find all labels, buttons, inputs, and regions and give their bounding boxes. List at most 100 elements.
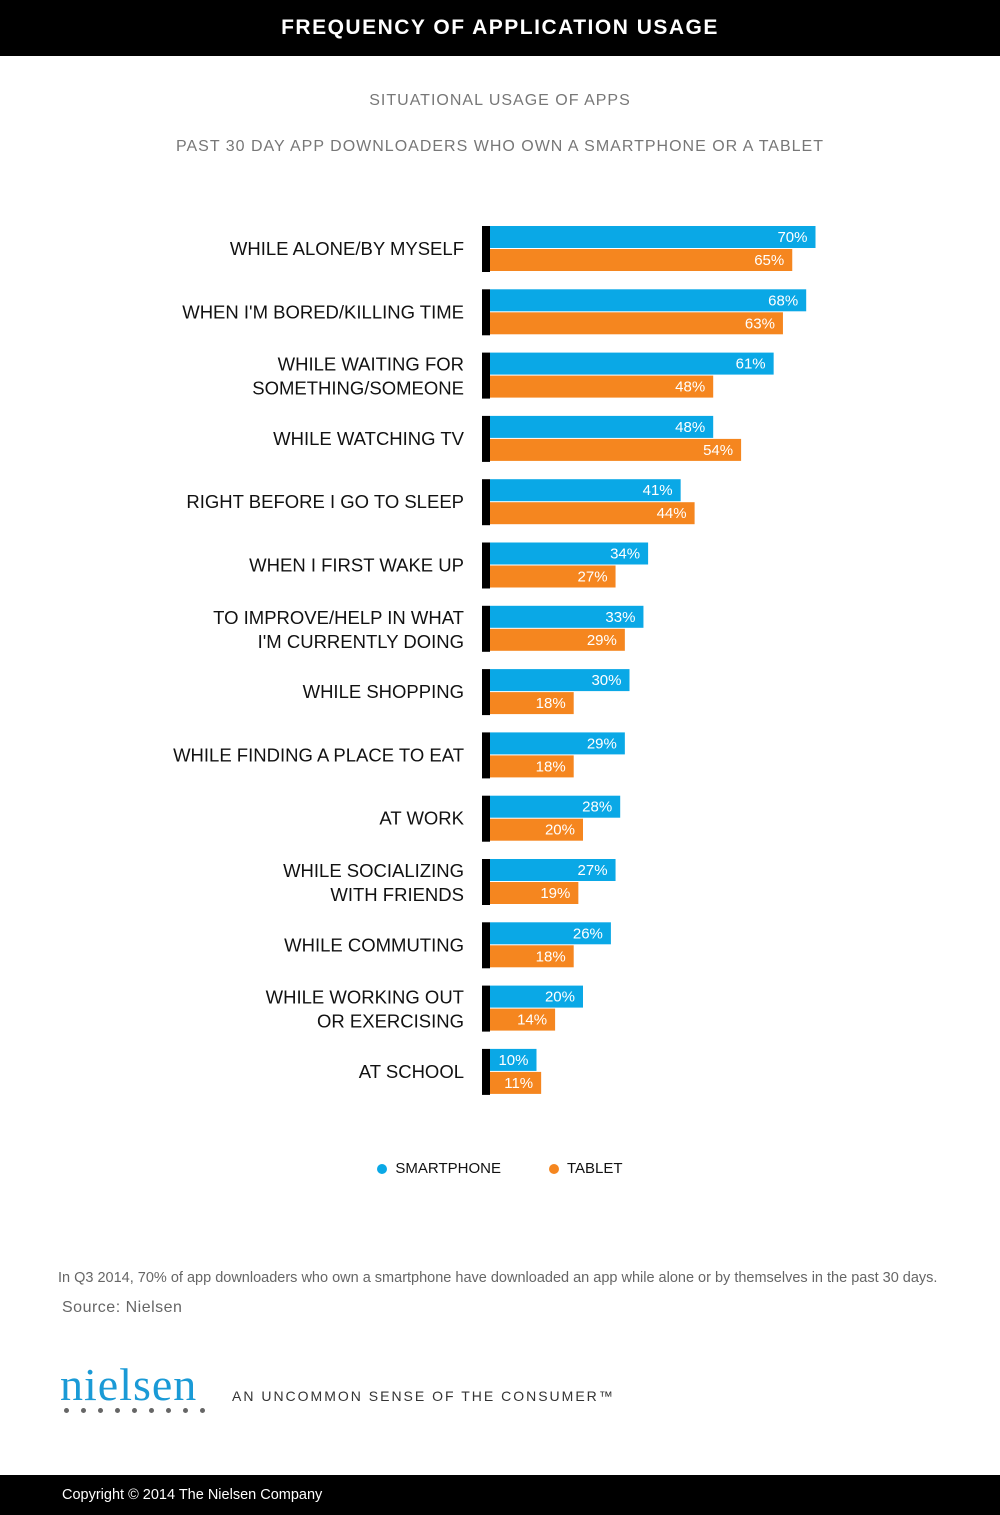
data-label: 20% xyxy=(545,989,575,1006)
data-label: 20% xyxy=(545,822,575,839)
data-label: 61% xyxy=(736,356,766,373)
axis-segment xyxy=(482,922,490,969)
bar-tablet xyxy=(490,312,783,335)
category-label: WHEN I'M BORED/KILLING TIME xyxy=(182,301,464,322)
legend: SMARTPHONE TABLET xyxy=(0,1160,1000,1177)
category-label: WHILE WAITING FOR SOMETHING/SOMEONE xyxy=(252,354,464,399)
axis-segment xyxy=(482,732,490,779)
bar-smartphone xyxy=(490,1048,537,1071)
axis-segment xyxy=(482,542,490,589)
bar-smartphone xyxy=(490,289,807,312)
axis-segment xyxy=(482,669,490,716)
data-label: 70% xyxy=(777,229,807,246)
axis-segment xyxy=(482,985,490,1032)
category-label: WHILE FINDING A PLACE TO EAT xyxy=(173,744,464,765)
axis-segment xyxy=(482,352,490,399)
category-label: WHILE ALONE/BY MYSELF xyxy=(230,238,464,259)
data-label: 18% xyxy=(536,948,566,965)
category-label: TO IMPROVE/HELP IN WHAT I'M CURRENTLY DOI… xyxy=(213,607,464,652)
bar-chart: 70% 65% WHILE ALONE/BY MYSELF 68% 63% WHEN I'… xyxy=(173,226,816,1095)
data-label: 10% xyxy=(498,1052,528,1069)
data-label: 65% xyxy=(754,252,784,269)
category-label: WHILE SHOPPING xyxy=(303,681,464,702)
data-label: 34% xyxy=(610,546,640,563)
bar-tablet xyxy=(490,1008,556,1031)
bar-tablet xyxy=(490,1071,542,1094)
category-label: AT SCHOOL xyxy=(359,1061,464,1082)
category-label: WHILE SOCIALIZING WITH FRIENDS xyxy=(283,860,464,905)
data-label: 11% xyxy=(504,1075,533,1092)
data-label: 48% xyxy=(675,419,705,436)
axis-segment xyxy=(482,289,490,336)
data-label: 18% xyxy=(536,695,566,712)
axis-segment xyxy=(482,859,490,905)
category-label: WHILE WORKING OUT OR EXERCISING xyxy=(266,987,464,1032)
source-note: Source: Nielsen xyxy=(62,1299,183,1316)
bar-tablet xyxy=(490,755,574,778)
category-label: WHILE WATCHING TV xyxy=(273,428,464,449)
bar-tablet xyxy=(490,628,625,651)
data-label: 29% xyxy=(587,632,617,649)
category-label: RIGHT BEFORE I GO TO SLEEP xyxy=(186,491,464,512)
legend-item-smartphone: SMARTPHONE xyxy=(377,1160,501,1177)
legend-item-tablet: TABLET xyxy=(549,1160,623,1177)
chart-subtitle-2: PAST 30 DAY APP DOWNLOADERS WHO OWN A SM… xyxy=(175,138,824,155)
bar-tablet xyxy=(490,502,695,525)
bar-tablet xyxy=(490,438,742,461)
footnote: In Q3 2014, 70% of app downloaders who o… xyxy=(58,1270,938,1286)
page-title: FREQUENCY OF APPLICATION USAGE xyxy=(281,16,719,39)
bar-smartphone xyxy=(490,352,774,375)
bar-smartphone xyxy=(490,415,714,438)
data-label: 29% xyxy=(587,735,617,752)
bar-smartphone xyxy=(490,922,611,945)
data-label: 33% xyxy=(605,609,635,626)
axis-segment xyxy=(482,415,490,462)
tablet-dot-icon xyxy=(549,1163,559,1174)
bar-tablet xyxy=(490,375,714,398)
logo-dots-icon xyxy=(64,1408,205,1413)
bar-smartphone xyxy=(490,226,816,248)
axis-segment xyxy=(482,795,490,842)
data-label: 54% xyxy=(703,442,733,459)
data-label: 41% xyxy=(643,482,673,499)
category-label: AT WORK xyxy=(379,808,464,829)
category-label: WHILE COMMUTING xyxy=(284,934,464,955)
data-label: 26% xyxy=(573,925,603,942)
data-label: 18% xyxy=(536,758,566,775)
data-label: 30% xyxy=(591,672,621,689)
data-label: 27% xyxy=(578,569,608,586)
bar-tablet xyxy=(490,818,583,841)
bar-smartphone xyxy=(490,479,681,502)
bar-smartphone xyxy=(490,795,621,818)
data-label: 44% xyxy=(657,505,687,522)
data-label: 28% xyxy=(582,799,612,816)
data-label: 19% xyxy=(540,885,570,902)
bar-smartphone xyxy=(490,542,649,565)
axis-segment xyxy=(482,1048,490,1095)
axis-segment xyxy=(482,479,490,526)
bar-smartphone xyxy=(490,669,630,692)
bar-tablet xyxy=(490,882,579,904)
chart-subtitle: SITUATIONAL USAGE OF APPS xyxy=(369,92,631,109)
copyright: Copyright © 2014 The Nielsen Company xyxy=(62,1487,323,1503)
header-bar: FREQUENCY OF APPLICATION USAGE xyxy=(0,0,1000,56)
footer-bar: Copyright © 2014 The Nielsen Company xyxy=(0,1475,1000,1515)
bar-smartphone xyxy=(490,985,583,1008)
bar-tablet xyxy=(490,249,793,271)
axis-segment xyxy=(482,226,490,272)
legend-label-smartphone: SMARTPHONE xyxy=(395,1160,501,1177)
data-label: 48% xyxy=(675,379,705,396)
bar-tablet xyxy=(490,945,574,968)
category-label: WHEN I FIRST WAKE UP xyxy=(249,555,464,576)
legend-label-tablet: TABLET xyxy=(567,1160,623,1177)
smartphone-dot-icon xyxy=(377,1163,388,1174)
nielsen-logo: nielsen xyxy=(60,1359,198,1410)
data-label: 27% xyxy=(578,862,608,879)
brand-tagline: AN UNCOMMON SENSE OF THE CONSUMER™ xyxy=(232,1388,615,1404)
data-label: 14% xyxy=(517,1012,547,1029)
data-label: 63% xyxy=(745,315,775,332)
bar-smartphone xyxy=(490,605,644,628)
bar-tablet xyxy=(490,565,616,588)
bar-smartphone xyxy=(490,732,625,755)
axis-segment xyxy=(482,605,490,652)
